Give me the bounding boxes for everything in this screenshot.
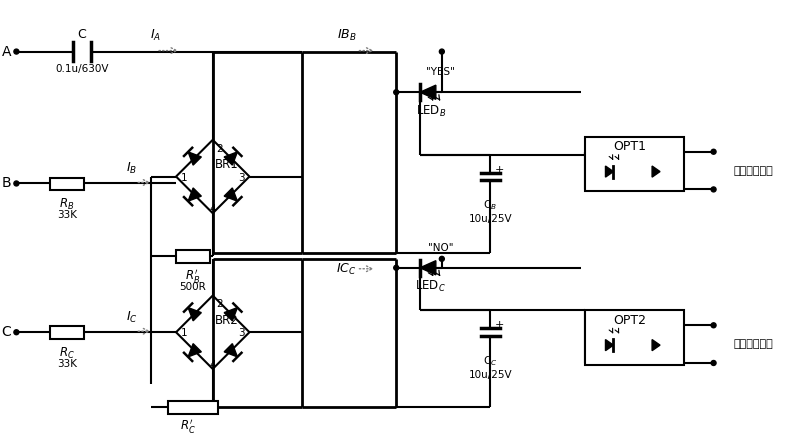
Bar <box>50 326 84 339</box>
Text: $R_B$: $R_B$ <box>59 197 74 212</box>
Text: 3: 3 <box>238 173 245 183</box>
Polygon shape <box>188 188 202 201</box>
Text: $IC_C$: $IC_C$ <box>336 262 357 277</box>
Text: $R_{B}'$: $R_{B}'$ <box>186 267 201 284</box>
Polygon shape <box>224 188 238 201</box>
Circle shape <box>439 257 444 261</box>
Text: $R_C$: $R_C$ <box>59 346 75 361</box>
Circle shape <box>439 49 444 54</box>
Polygon shape <box>652 340 660 350</box>
Circle shape <box>711 361 716 365</box>
Text: C: C <box>2 325 11 339</box>
Text: 1: 1 <box>181 328 187 338</box>
Text: B: B <box>2 177 11 191</box>
Circle shape <box>394 265 398 270</box>
Text: 3: 3 <box>238 328 245 338</box>
Text: $I_C$: $I_C$ <box>126 310 138 325</box>
Text: C: C <box>78 28 86 41</box>
Text: OPT1: OPT1 <box>613 140 646 153</box>
Text: 33K: 33K <box>57 210 77 220</box>
Text: 输出错误信号: 输出错误信号 <box>734 339 773 349</box>
Polygon shape <box>224 152 238 165</box>
Polygon shape <box>606 166 614 177</box>
Polygon shape <box>420 261 436 275</box>
Bar <box>168 401 218 413</box>
Text: A: A <box>2 45 11 59</box>
Text: 2: 2 <box>216 299 223 309</box>
Polygon shape <box>606 340 614 350</box>
Bar <box>50 177 84 191</box>
Text: 2: 2 <box>216 144 223 154</box>
Text: LED$_B$: LED$_B$ <box>416 104 446 118</box>
Text: +: + <box>494 320 504 330</box>
Text: 33K: 33K <box>57 359 77 369</box>
Text: BR2: BR2 <box>214 314 238 327</box>
Text: 输出正确信号: 输出正确信号 <box>734 166 773 176</box>
Text: 1: 1 <box>181 173 187 183</box>
Text: OPT2: OPT2 <box>613 314 646 327</box>
Text: "NO": "NO" <box>428 243 454 253</box>
Polygon shape <box>652 166 660 177</box>
Bar <box>585 137 684 191</box>
Polygon shape <box>188 308 202 321</box>
Text: $R_{C}'$: $R_{C}'$ <box>180 417 196 435</box>
Polygon shape <box>224 343 238 357</box>
Circle shape <box>711 187 716 192</box>
Text: 500R: 500R <box>179 281 206 291</box>
Text: C$_C$
10u/25V: C$_C$ 10u/25V <box>469 354 512 380</box>
Circle shape <box>14 181 19 186</box>
Polygon shape <box>224 308 238 321</box>
Polygon shape <box>188 152 202 165</box>
Circle shape <box>14 49 19 54</box>
Text: +: + <box>494 165 504 175</box>
Text: 4: 4 <box>210 205 216 214</box>
Bar <box>176 250 210 263</box>
Polygon shape <box>188 343 202 357</box>
Circle shape <box>394 90 398 95</box>
Text: C$_B$
10u/25V: C$_B$ 10u/25V <box>469 198 512 224</box>
Text: 0.1u/630V: 0.1u/630V <box>55 64 109 74</box>
Circle shape <box>711 323 716 328</box>
Text: $IB_B$: $IB_B$ <box>337 28 357 43</box>
Text: LED$_C$: LED$_C$ <box>415 279 446 294</box>
Text: $I_B$: $I_B$ <box>126 161 137 176</box>
Text: 4: 4 <box>210 360 216 370</box>
Circle shape <box>14 330 19 335</box>
Text: $I_A$: $I_A$ <box>150 28 161 43</box>
Polygon shape <box>420 85 436 99</box>
Text: BR1: BR1 <box>214 158 238 171</box>
Bar <box>585 310 684 365</box>
Text: "YES": "YES" <box>426 67 455 77</box>
Circle shape <box>711 149 716 154</box>
